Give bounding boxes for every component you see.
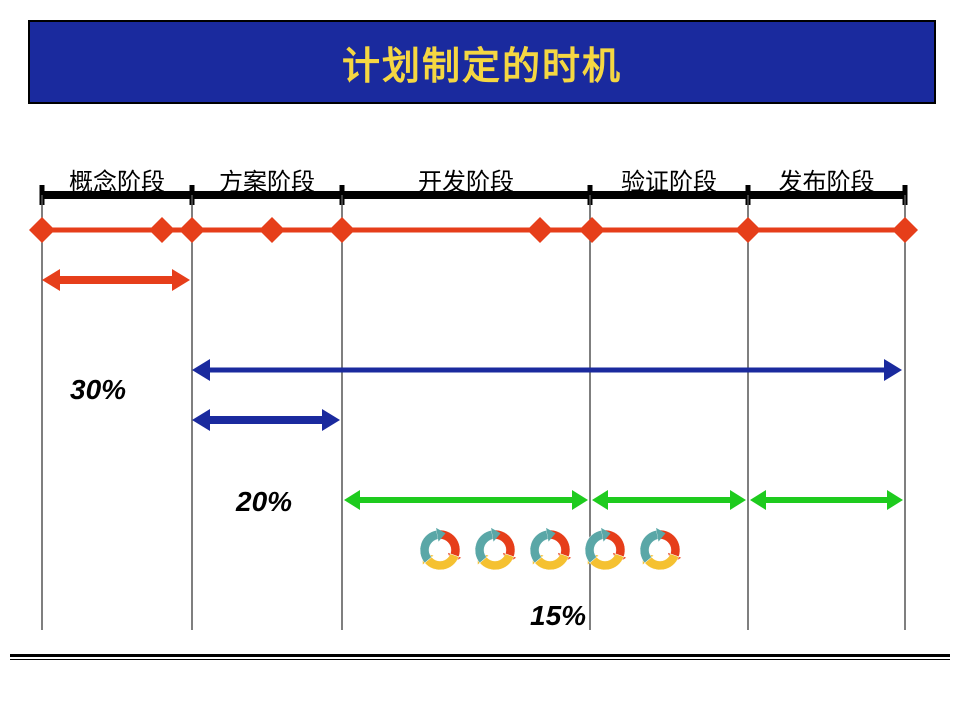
milestone-diamond [735, 217, 761, 243]
arrow-green-3 [750, 490, 903, 510]
bottom-rule [10, 654, 950, 660]
timeline-chart [0, 150, 960, 670]
milestone-diamond [259, 217, 285, 243]
title-text: 计划制定的时机 [342, 35, 622, 90]
arrow-blue-phase2 [192, 409, 340, 431]
cycle-icon [530, 528, 571, 570]
milestone-diamond [329, 217, 355, 243]
milestone-diamond [29, 217, 55, 243]
milestone-diamond [579, 217, 605, 243]
percent-label: 15% [530, 600, 586, 632]
cycle-icon [585, 528, 626, 570]
cycle-icon [640, 528, 681, 570]
title-bar: 计划制定的时机 [28, 20, 936, 104]
milestone-diamond [527, 217, 553, 243]
cycle-icon [420, 528, 461, 570]
arrow-green-2 [592, 490, 746, 510]
milestone-diamond [149, 217, 175, 243]
percent-label: 20% [236, 486, 292, 518]
arrow-green-1 [344, 490, 588, 510]
milestone-diamond [179, 217, 205, 243]
cycle-icon [475, 528, 516, 570]
milestone-diamond [892, 217, 918, 243]
phase-header-bar [42, 191, 905, 199]
percent-label: 30% [70, 374, 126, 406]
arrow-red-phase1 [42, 269, 190, 291]
arrow-blue-long [192, 359, 902, 381]
